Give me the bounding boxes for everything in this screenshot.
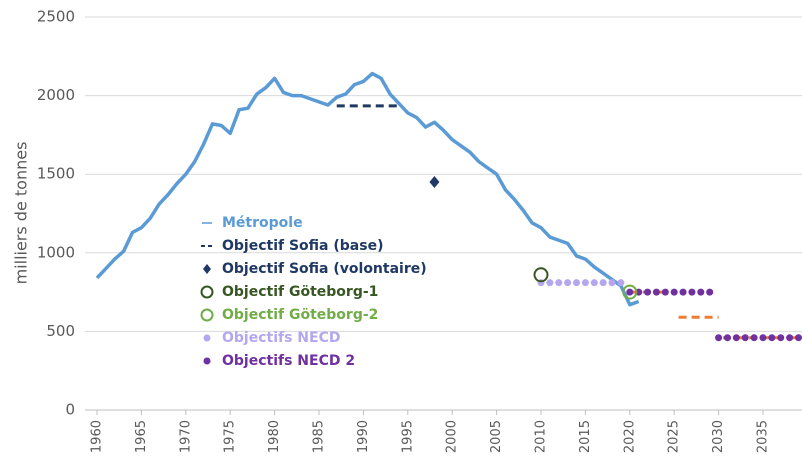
dot-marker: [581, 279, 589, 287]
dot-marker: [688, 288, 696, 296]
dot-marker: [741, 334, 749, 342]
dot-marker: [564, 279, 572, 287]
dot-marker: [697, 288, 705, 296]
legend-symbol: [203, 334, 211, 342]
legend-label: Objectif Göteborg-2: [222, 307, 378, 323]
dashed-line: [629, 290, 799, 340]
y-axis-label: milliers de tonnes: [12, 142, 31, 285]
dot-marker: [706, 288, 714, 296]
x-tick-label: 1970: [178, 420, 193, 453]
dot-marker: [795, 334, 802, 342]
x-tick-label: 1995: [400, 420, 415, 453]
x-tick-label: 1965: [134, 420, 149, 453]
dot-marker: [732, 334, 740, 342]
y-tick-label: 2000: [37, 86, 75, 104]
legend-symbol: [203, 264, 211, 274]
y-tick-label: 500: [46, 322, 75, 340]
legend-label: Objectif Sofia (base): [222, 238, 383, 254]
dot-marker: [715, 334, 723, 342]
dot-marker: [644, 288, 652, 296]
y-tick-label: 0: [65, 401, 75, 419]
dot-marker: [786, 334, 794, 342]
y-tick-label: 2500: [37, 8, 75, 26]
dot-marker: [661, 288, 669, 296]
legend-label: Métropole: [222, 215, 303, 231]
circle-marker: [533, 267, 549, 283]
x-tick-label: 2010: [533, 420, 548, 453]
x-tick-label: 2035: [755, 420, 770, 453]
dot-marker: [626, 288, 634, 296]
dot-marker: [652, 288, 660, 296]
y-tick-label: 1000: [37, 243, 75, 261]
dot-marker: [768, 334, 776, 342]
x-tick-label: 1975: [223, 420, 238, 453]
x-tick-label: 1985: [311, 420, 326, 453]
dot-marker: [777, 334, 785, 342]
dot-marker: [608, 279, 616, 287]
legend-symbol: [200, 285, 214, 299]
x-tick-label: 1990: [356, 420, 371, 453]
legend-symbol: [200, 308, 214, 322]
circle-marker: [622, 284, 638, 300]
x-tick-label: 1980: [267, 420, 282, 453]
x-tick-label: 2020: [622, 420, 637, 453]
legend-label: Objectif Göteborg-1: [222, 284, 378, 300]
dot-marker: [590, 279, 598, 287]
dot-marker: [759, 334, 767, 342]
x-tick-label: 1960: [90, 420, 105, 453]
dot-marker: [750, 334, 758, 342]
x-tick-label: 2025: [667, 420, 682, 453]
x-tick-label: 2030: [711, 420, 726, 453]
x-tick-label: 2000: [445, 420, 460, 453]
legend: Métropole Objectif Sofia (base) Objectif S…: [200, 215, 427, 369]
dot-marker: [670, 288, 678, 296]
data-line: [95, 71, 640, 307]
legend-label: Objectifs NECD 2: [222, 353, 355, 369]
dot-marker: [617, 279, 625, 287]
dot-marker: [573, 279, 581, 287]
legend-label: Objectifs NECD: [222, 330, 340, 346]
x-tick-label: 2015: [578, 420, 593, 453]
dot-marker: [679, 288, 687, 296]
legend-label: Objectif Sofia (volontaire): [222, 261, 427, 277]
y-tick-label: 1500: [37, 165, 75, 183]
diamond-marker: [429, 176, 440, 189]
x-tick-label: 2005: [489, 420, 504, 453]
legend-symbol: [203, 357, 211, 365]
dot-marker: [555, 279, 563, 287]
dot-marker: [723, 334, 731, 342]
dot-marker: [599, 279, 607, 287]
dot-marker: [546, 279, 554, 287]
